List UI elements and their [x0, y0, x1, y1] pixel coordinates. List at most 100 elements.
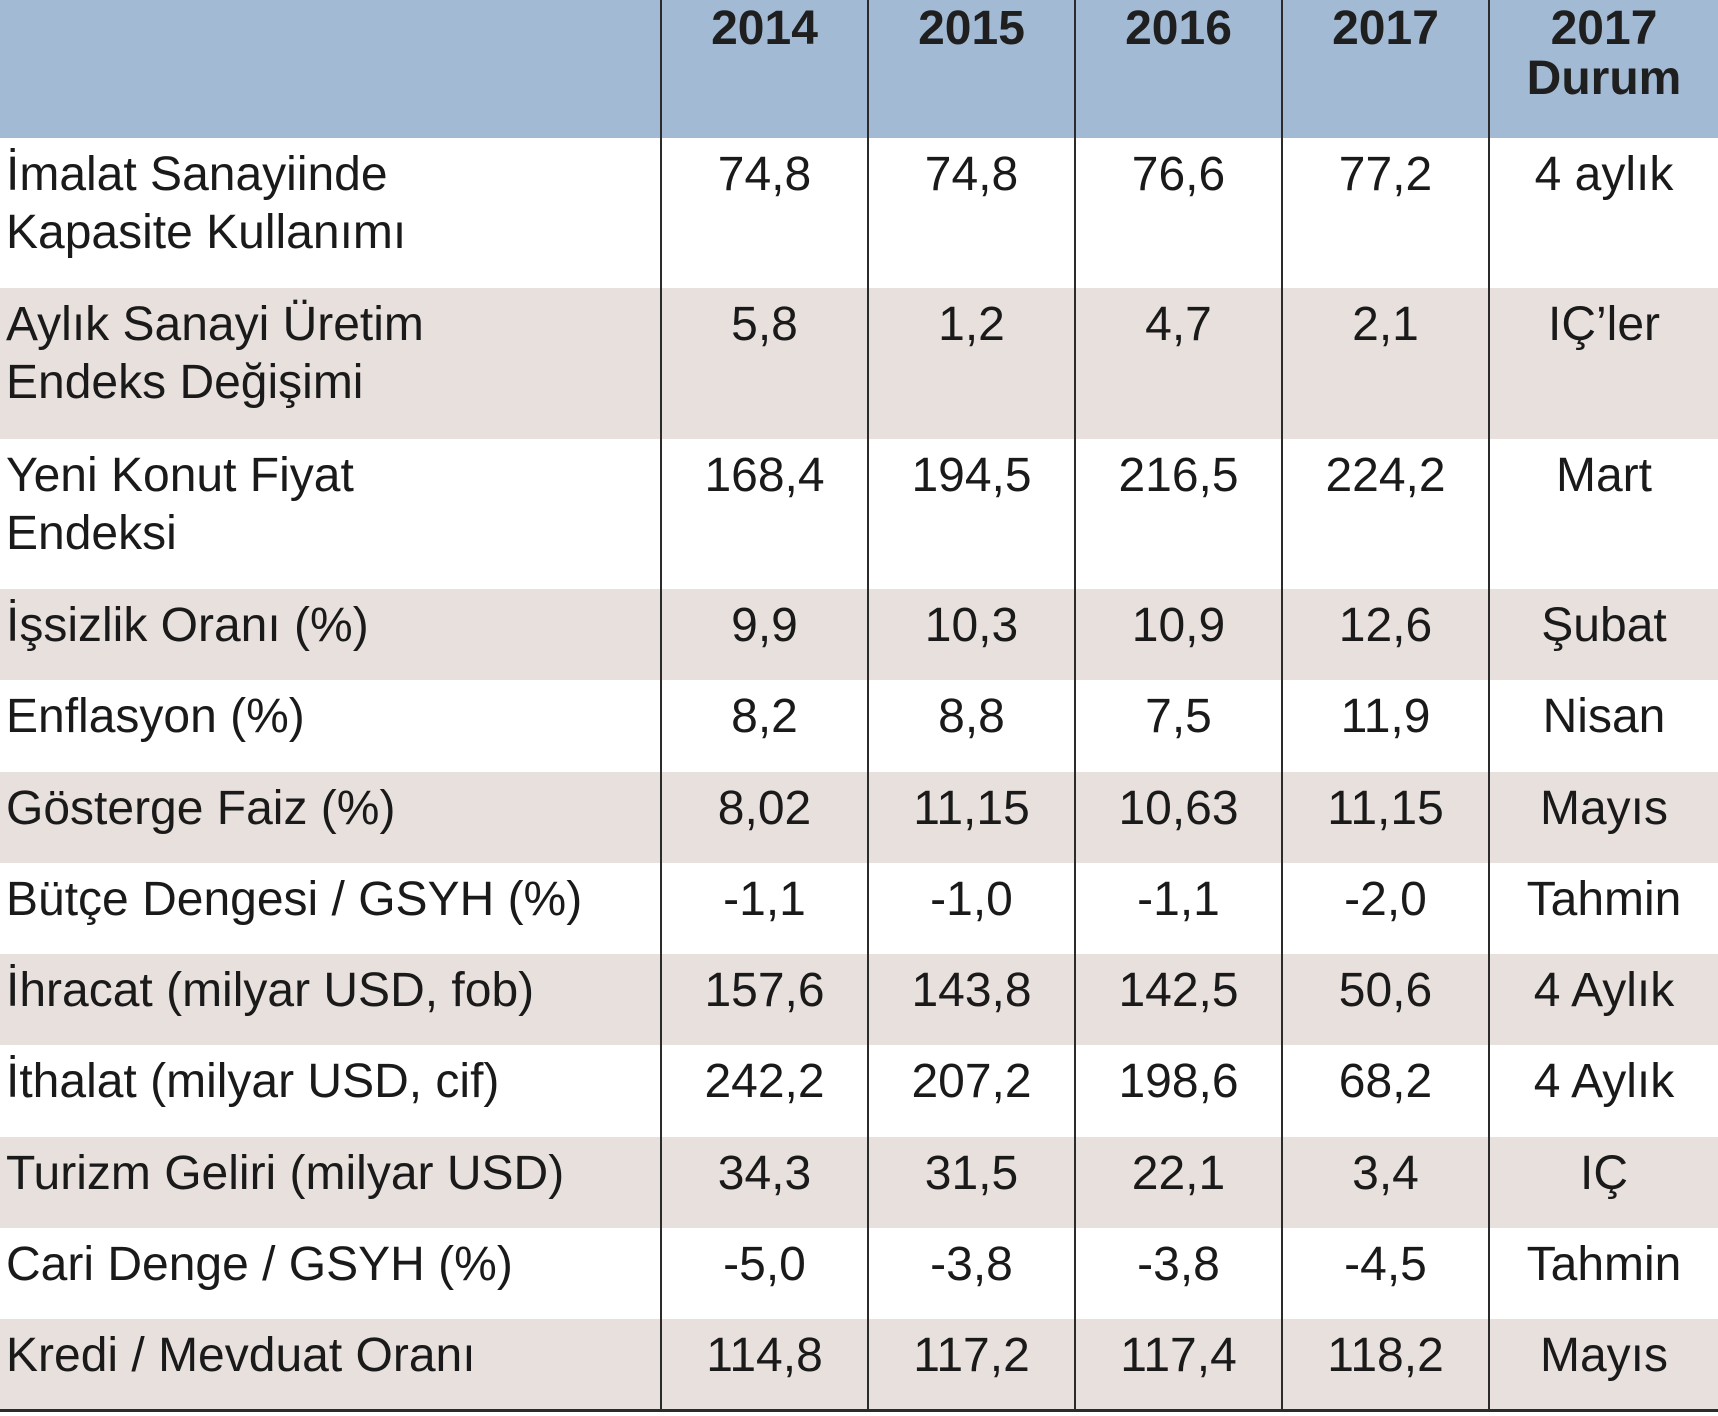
header-status-line1: 2017 — [1550, 2, 1658, 55]
cell-2014: 114,8 — [660, 1319, 868, 1413]
cell-2014: 5,8 — [660, 288, 868, 439]
cell-2014: 242,2 — [660, 1045, 868, 1137]
cell-2017: 118,2 — [1281, 1319, 1489, 1413]
cell-status: IÇ’ler — [1488, 288, 1718, 439]
table-row: Turizm Geliri (milyar USD) 34,3 31,5 22,… — [0, 1136, 1718, 1228]
cell-2014: -1,1 — [660, 862, 868, 955]
row-label: Bütçe Dengesi / GSYH (%) — [6, 872, 583, 926]
cell-2014: 157,6 — [660, 954, 868, 1046]
row-label: Yeni Konut Fiyat Endeksi — [0, 439, 661, 589]
cell-2014: 34,3 — [660, 1136, 868, 1228]
cell-2017: 11,15 — [1281, 771, 1489, 863]
row-label: İhracat (milyar USD, fob) — [6, 964, 535, 1018]
cell-2016: 4,7 — [1074, 288, 1282, 439]
cell-2015: 207,2 — [867, 1045, 1075, 1137]
cell-status: Mart — [1488, 438, 1718, 590]
row-label: İmalat Sanayiinde Kapasite Kullanımı — [0, 138, 661, 288]
row-label: Enflasyon (%) — [6, 690, 305, 744]
cell-2017: 3,4 — [1281, 1136, 1489, 1228]
table-row: İhracat (milyar USD, fob) 157,6 143,8 14… — [0, 954, 1718, 1046]
cell-status: Tahmin — [1488, 1227, 1718, 1320]
cell-2017: 77,2 — [1281, 138, 1489, 289]
cell-2015: 10,3 — [867, 589, 1075, 681]
header-2016: 2016 — [1074, 0, 1282, 138]
cell-2016: -3,8 — [1074, 1227, 1282, 1320]
cell-2016: 10,63 — [1074, 771, 1282, 863]
cell-2016: 216,5 — [1074, 438, 1282, 590]
cell-status: 4 Aylık — [1488, 1045, 1718, 1137]
header-2014: 2014 — [660, 0, 868, 138]
header-2017: 2017 — [1281, 0, 1489, 138]
cell-2014: 168,4 — [660, 438, 868, 590]
table-row: Aylık Sanayi Üretim Endeks Değişimi 5,8 … — [0, 288, 1718, 439]
header-blank-cell — [0, 0, 661, 138]
cell-status: Mayıs — [1488, 771, 1718, 863]
table-body: İmalat Sanayiinde Kapasite Kullanımı 74,… — [0, 138, 1718, 1413]
table-row: İşsizlik Oranı (%) 9,9 10,3 10,9 12,6 Şu… — [0, 589, 1718, 681]
table-row: Kredi / Mevduat Oranı 114,8 117,2 117,4 … — [0, 1319, 1718, 1413]
cell-2016: 22,1 — [1074, 1136, 1282, 1228]
cell-2015: 143,8 — [867, 954, 1075, 1046]
cell-2017: 2,1 — [1281, 288, 1489, 439]
row-label: Kredi / Mevduat Oranı — [0, 1319, 661, 1413]
cell-2015: 194,5 — [867, 438, 1075, 590]
cell-2014: -5,0 — [660, 1227, 868, 1320]
row-label: Turizm Geliri (milyar USD) — [6, 1146, 565, 1200]
cell-2017: 68,2 — [1281, 1045, 1489, 1137]
cell-2015: 8,8 — [867, 680, 1075, 772]
cell-2016: 117,4 — [1074, 1319, 1282, 1413]
cell-2016: 142,5 — [1074, 954, 1282, 1046]
cell-status: Tahmin — [1488, 862, 1718, 955]
cell-status: Şubat — [1488, 589, 1718, 681]
cell-2017: 11,9 — [1281, 680, 1489, 772]
row-label-line2: Endeksi — [6, 506, 177, 560]
table-row: Bütçe Dengesi / GSYH (%) -1,1 -1,0 -1,1 … — [0, 862, 1718, 955]
cell-2017: 12,6 — [1281, 589, 1489, 681]
row-label-line1: Yeni Konut Fiyat — [6, 448, 354, 502]
row-label-line2: Kapasite Kullanımı — [6, 206, 407, 259]
cell-2016: 198,6 — [1074, 1045, 1282, 1137]
cell-2015: -1,0 — [867, 862, 1075, 955]
cell-2016: -1,1 — [1074, 862, 1282, 955]
cell-2017: -2,0 — [1281, 862, 1489, 955]
cell-2014: 9,9 — [660, 589, 868, 681]
row-label: Aylık Sanayi Üretim Endeks Değişimi — [0, 288, 661, 438]
cell-2017: -4,5 — [1281, 1227, 1489, 1320]
table-row: İmalat Sanayiinde Kapasite Kullanımı 74,… — [0, 138, 1718, 289]
cell-2016: 76,6 — [1074, 138, 1282, 289]
row-label: Cari Denge / GSYH (%) — [6, 1237, 513, 1291]
cell-2015: 31,5 — [867, 1136, 1075, 1228]
table-row: İthalat (milyar USD, cif) 242,2 207,2 19… — [0, 1045, 1718, 1137]
cell-status: Nisan — [1488, 680, 1718, 772]
row-label-line1: Aylık Sanayi Üretim — [6, 298, 424, 352]
header-status-line2: Durum — [1526, 52, 1682, 105]
cell-2015: 74,8 — [867, 138, 1075, 289]
cell-2016: 7,5 — [1074, 680, 1282, 772]
cell-status: 4 aylık — [1488, 138, 1718, 289]
cell-2017: 224,2 — [1281, 438, 1489, 590]
cell-2015: 11,15 — [867, 771, 1075, 863]
cell-status: 4 Aylık — [1488, 954, 1718, 1046]
cell-status: IÇ — [1488, 1136, 1718, 1228]
row-label-line2: Endeks Değişimi — [6, 356, 364, 410]
row-label: İthalat (milyar USD, cif) — [6, 1055, 500, 1109]
cell-2017: 50,6 — [1281, 954, 1489, 1046]
table-row: Cari Denge / GSYH (%) -5,0 -3,8 -3,8 -4,… — [0, 1227, 1718, 1320]
table-row: Enflasyon (%) 8,2 8,8 7,5 11,9 Nisan — [0, 680, 1718, 772]
table-row: Gösterge Faiz (%) 8,02 11,15 10,63 11,15… — [0, 771, 1718, 863]
cell-2014: 8,2 — [660, 680, 868, 772]
cell-2015: 117,2 — [867, 1319, 1075, 1413]
cell-2014: 8,02 — [660, 771, 868, 863]
row-label: İşsizlik Oranı (%) — [6, 599, 369, 653]
cell-status: Mayıs — [1488, 1319, 1718, 1413]
header-row: 2014 2015 2016 2017 2017 Durum — [0, 0, 1718, 138]
table-header: 2014 2015 2016 2017 2017 Durum — [0, 0, 1718, 138]
header-2017-status: 2017 Durum — [1488, 0, 1718, 138]
row-label-line1: İmalat Sanayiinde — [6, 148, 388, 201]
row-label: Gösterge Faiz (%) — [6, 781, 396, 835]
table-row: Yeni Konut Fiyat Endeksi 168,4 194,5 216… — [0, 438, 1718, 590]
cell-2016: 10,9 — [1074, 589, 1282, 681]
cell-2015: 1,2 — [867, 288, 1075, 439]
header-2015: 2015 — [867, 0, 1075, 138]
